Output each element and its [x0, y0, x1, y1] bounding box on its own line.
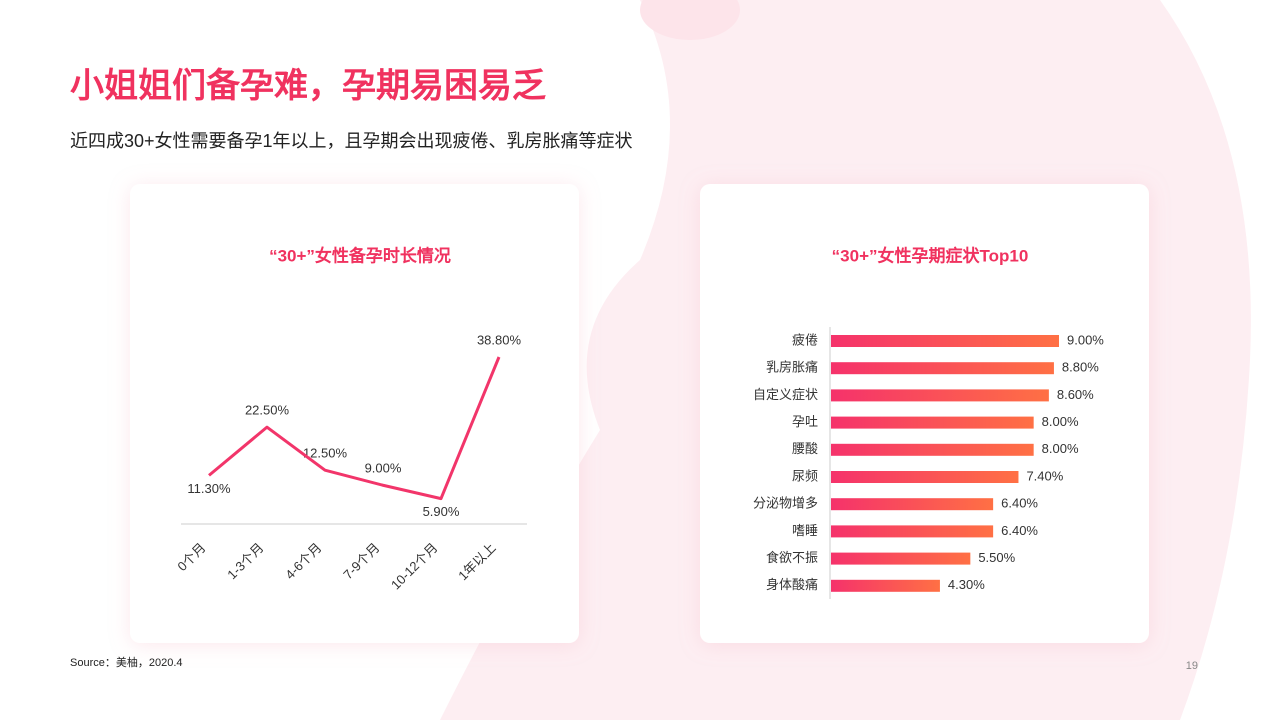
bar: [831, 498, 994, 511]
data-label: 7.40%: [1026, 468, 1063, 483]
data-label: 8.60%: [1057, 387, 1094, 402]
bar: [831, 525, 994, 538]
data-label: 8.00%: [1042, 441, 1079, 456]
y-tick-label: 乳房胀痛: [766, 360, 818, 375]
bar: [831, 552, 971, 565]
y-tick-label: 食欲不振: [766, 550, 818, 565]
data-label: 6.40%: [1001, 496, 1038, 511]
data-label: 9.00%: [365, 461, 402, 476]
data-label: 38.80%: [477, 332, 522, 347]
data-label: 22.50%: [245, 403, 290, 418]
bar: [831, 579, 940, 592]
data-label: 5.50%: [978, 550, 1015, 565]
bar: [831, 335, 1059, 347]
source: Source：美柚，2020.4: [70, 655, 183, 669]
card: [700, 184, 1149, 643]
slide-title: 小姐姐们备孕难，孕期易困易乏: [70, 67, 546, 105]
data-label: 5.90%: [423, 504, 460, 519]
bar: [831, 362, 1054, 375]
data-label: 9.00%: [1067, 332, 1104, 347]
data-label: 6.40%: [1001, 523, 1038, 538]
bar: [831, 416, 1034, 429]
y-tick-label: 自定义症状: [753, 387, 818, 402]
y-tick-label: 身体酸痛: [766, 577, 818, 592]
y-tick-label: 疲倦: [792, 332, 818, 347]
bar: [831, 389, 1049, 402]
bar: [831, 443, 1034, 456]
line: [208, 356, 501, 501]
page-number: 19: [1186, 660, 1198, 672]
chart-title: “30+”女性备孕时长情况: [269, 245, 451, 265]
slide-subtitle: 近四成30+女性需要备孕1年以上，且孕期会出现疲倦、乳房胀痛等症状: [70, 131, 633, 151]
y-tick-label: 分泌物增多: [753, 496, 818, 511]
data-label: 8.80%: [1062, 360, 1099, 375]
chart-title: “30+”女性孕期症状Top10: [832, 245, 1029, 265]
y-tick-label: 孕吐: [792, 414, 818, 429]
y-tick-label: 尿频: [792, 468, 818, 483]
data-label: 12.50%: [303, 446, 348, 461]
y-tick-label: 腰酸: [792, 441, 818, 456]
y-tick-label: 嗜睡: [792, 523, 818, 538]
bar: [831, 471, 1019, 483]
card: [130, 184, 579, 643]
data-label: 8.00%: [1042, 414, 1079, 429]
data-label: 4.30%: [948, 577, 985, 592]
data-label: 11.30%: [187, 481, 231, 496]
